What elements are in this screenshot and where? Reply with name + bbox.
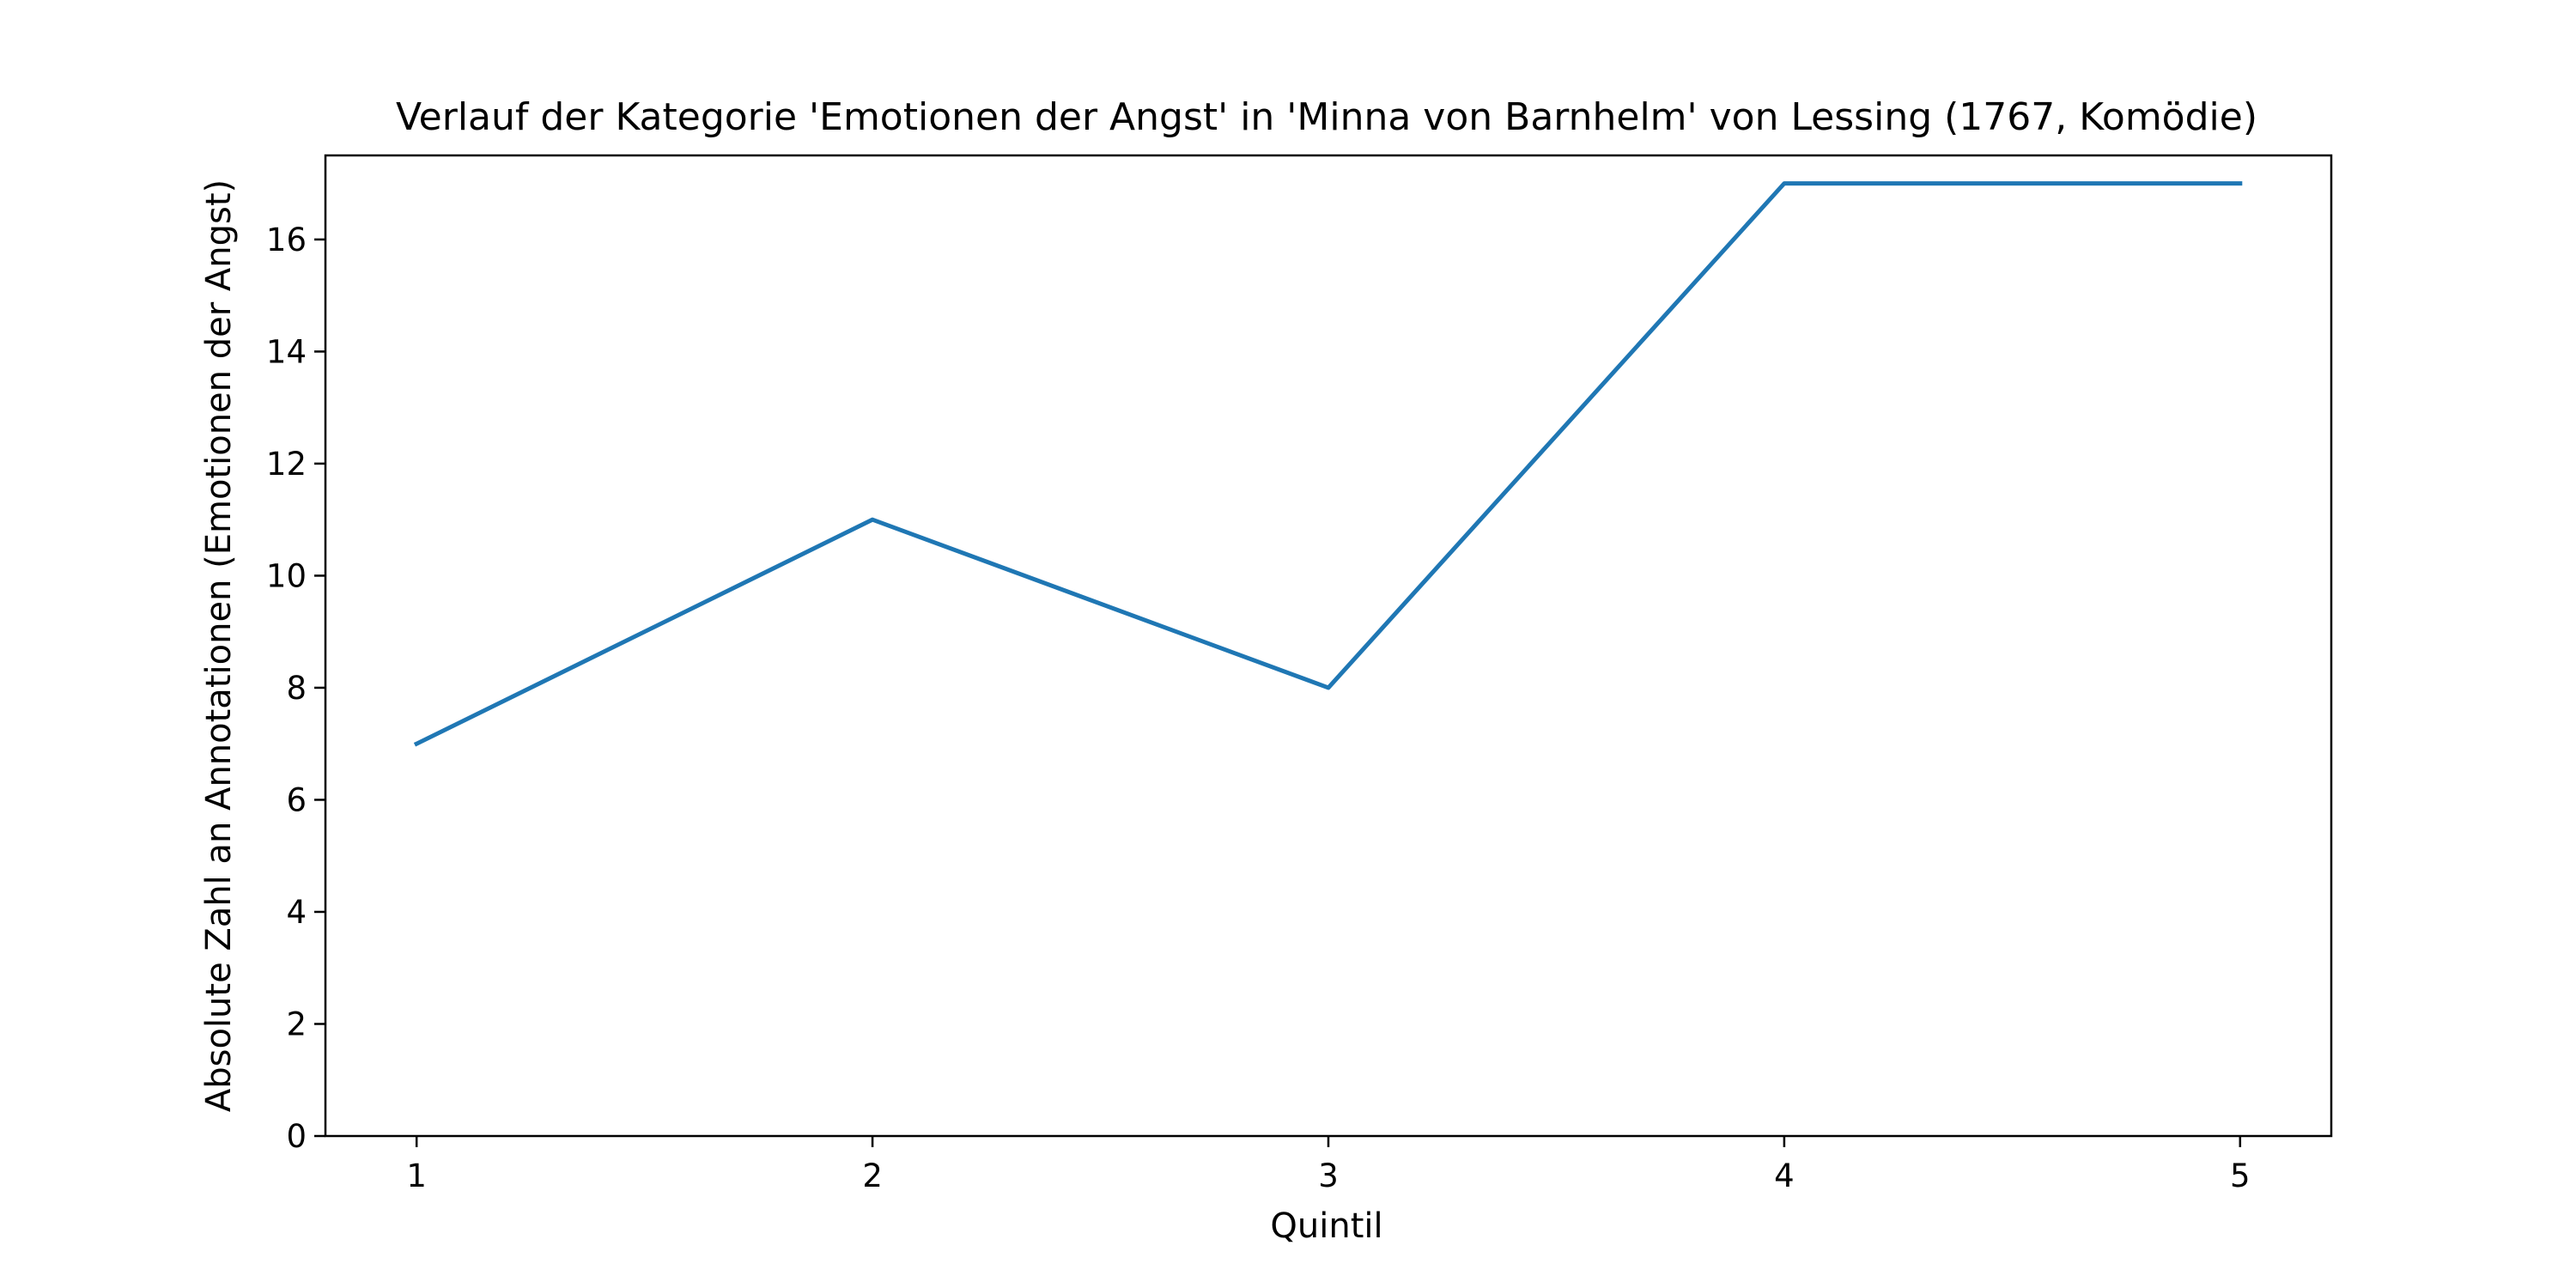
series-line-1: [413, 181, 2243, 747]
x-tick-label: 3: [1318, 1157, 1339, 1194]
y-tick-label: 2: [286, 1005, 307, 1042]
y-tick-label: 12: [266, 446, 307, 483]
y-tick-label: 14: [266, 333, 307, 370]
x-tick-label: 1: [406, 1157, 427, 1194]
x-axis-ticks: 1 2 3 4 5: [406, 1136, 2251, 1194]
x-tick-label: 4: [1774, 1157, 1795, 1194]
y-tick-label: 0: [286, 1118, 307, 1155]
x-axis-label: Quintil: [1270, 1206, 1382, 1246]
y-tick-label: 6: [286, 781, 307, 818]
x-tick-label: 5: [2230, 1157, 2251, 1194]
y-axis-ticks: 0 2 4 6 8 10 12 14 16: [266, 222, 325, 1155]
chart-title: Verlauf der Kategorie 'Emotionen der Ang…: [396, 95, 2257, 139]
y-axis-label: Absolute Zahl an Annotationen (Emotionen…: [199, 179, 239, 1112]
y-tick-label: 10: [266, 557, 307, 594]
y-tick-label: 16: [266, 222, 307, 258]
y-tick-label: 4: [286, 894, 307, 931]
x-tick-label: 2: [862, 1157, 883, 1194]
y-tick-label: 8: [286, 670, 307, 707]
series-layer: [413, 181, 2243, 747]
plot-frame: [324, 154, 2333, 1138]
